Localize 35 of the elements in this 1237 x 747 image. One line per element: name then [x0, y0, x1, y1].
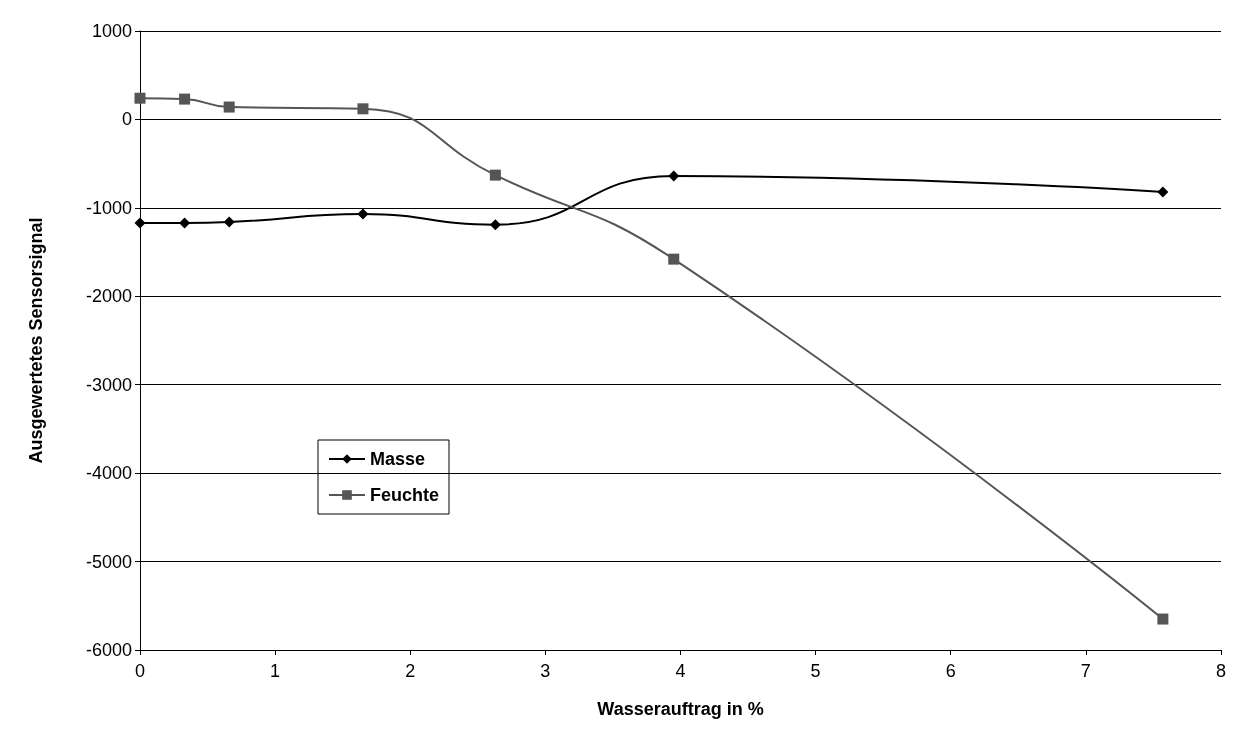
- point: [134, 217, 146, 229]
- x-tick-label: 8: [1215, 661, 1226, 681]
- point: [489, 219, 501, 231]
- x-tick-label: 4: [675, 661, 686, 681]
- y-tick-label: -2000: [85, 286, 132, 307]
- point: [357, 103, 369, 115]
- legend-label: Masse: [370, 449, 426, 469]
- point: [179, 93, 191, 105]
- point: [223, 101, 235, 113]
- point: [1157, 613, 1169, 625]
- x-tick-label: 2: [405, 661, 416, 681]
- y-tick-label: 1000: [91, 21, 132, 41]
- y-tick-label: -6000: [85, 640, 132, 660]
- x-tick-label: 3: [540, 661, 551, 681]
- y-tick-label: -3000: [85, 374, 132, 395]
- x-tick-label: 5: [810, 661, 821, 681]
- point: [668, 170, 680, 182]
- x-tick-label: 7: [1080, 661, 1091, 681]
- point: [357, 208, 369, 220]
- x-tick-label: 6: [945, 661, 956, 681]
- x-tick-label: 0: [134, 661, 146, 681]
- point: [668, 253, 680, 265]
- point: [223, 216, 235, 228]
- point: [489, 169, 501, 181]
- point: [134, 92, 146, 104]
- y-axis-title: Ausgewertetes Sensorsignal: [26, 217, 46, 464]
- y-tick-label: 0: [121, 109, 132, 130]
- x-tick-label: 1: [270, 661, 281, 681]
- point: [1157, 186, 1169, 198]
- y-tick-label: -5000: [85, 551, 132, 572]
- x-axis-title: Wasserauftrag in %: [597, 699, 764, 719]
- point: [179, 217, 191, 229]
- legend-label: Feuchte: [370, 485, 440, 505]
- y-tick-label: -4000: [85, 463, 132, 484]
- y-tick-label: -1000: [85, 197, 132, 218]
